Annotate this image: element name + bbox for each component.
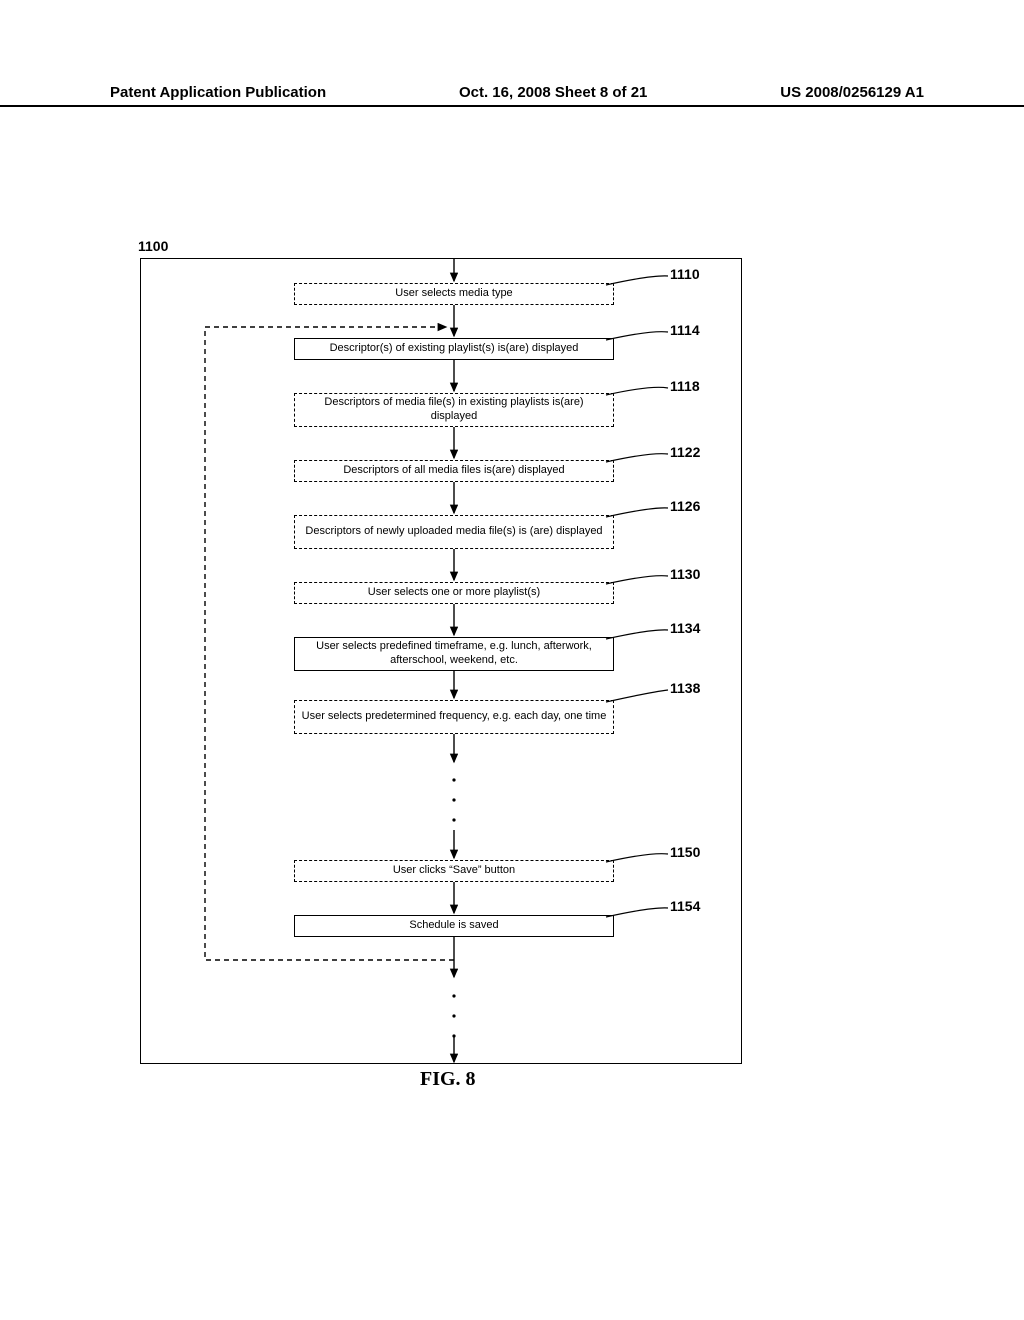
ref-label-1114: 1114: [670, 322, 700, 338]
flow-step-1114: Descriptor(s) of existing playlist(s) is…: [294, 338, 614, 360]
figure-caption: FIG. 8: [420, 1068, 476, 1091]
ref-label-1150: 1150: [670, 844, 700, 860]
ref-label-1134: 1134: [670, 620, 700, 636]
diagram-number-label: 1100: [138, 238, 168, 254]
ref-label-1138: 1138: [670, 680, 700, 696]
ref-label-1122: 1122: [670, 444, 700, 460]
flow-step-1122: Descriptors of all media files is(are) d…: [294, 460, 614, 482]
header-right: US 2008/0256129 A1: [780, 84, 924, 101]
ref-label-1110: 1110: [670, 266, 700, 282]
header-left: Patent Application Publication: [110, 84, 326, 101]
flow-step-1150: User clicks “Save” button: [294, 860, 614, 882]
flow-step-1134: User selects predefined timeframe, e.g. …: [294, 637, 614, 671]
header-center: Oct. 16, 2008 Sheet 8 of 21: [459, 84, 647, 101]
page-header: Patent Application Publication Oct. 16, …: [0, 84, 1024, 107]
flow-step-1110: User selects media type: [294, 283, 614, 305]
flow-step-1118: Descriptors of media file(s) in existing…: [294, 393, 614, 427]
flow-step-1154: Schedule is saved: [294, 915, 614, 937]
ref-label-1126: 1126: [670, 498, 700, 514]
flow-step-1130: User selects one or more playlist(s): [294, 582, 614, 604]
ref-label-1118: 1118: [670, 378, 700, 394]
ref-label-1130: 1130: [670, 566, 700, 582]
page: Patent Application Publication Oct. 16, …: [0, 0, 1024, 1320]
flow-step-1126: Descriptors of newly uploaded media file…: [294, 515, 614, 549]
flow-step-1138: User selects predetermined frequency, e.…: [294, 700, 614, 734]
ref-label-1154: 1154: [670, 898, 700, 914]
